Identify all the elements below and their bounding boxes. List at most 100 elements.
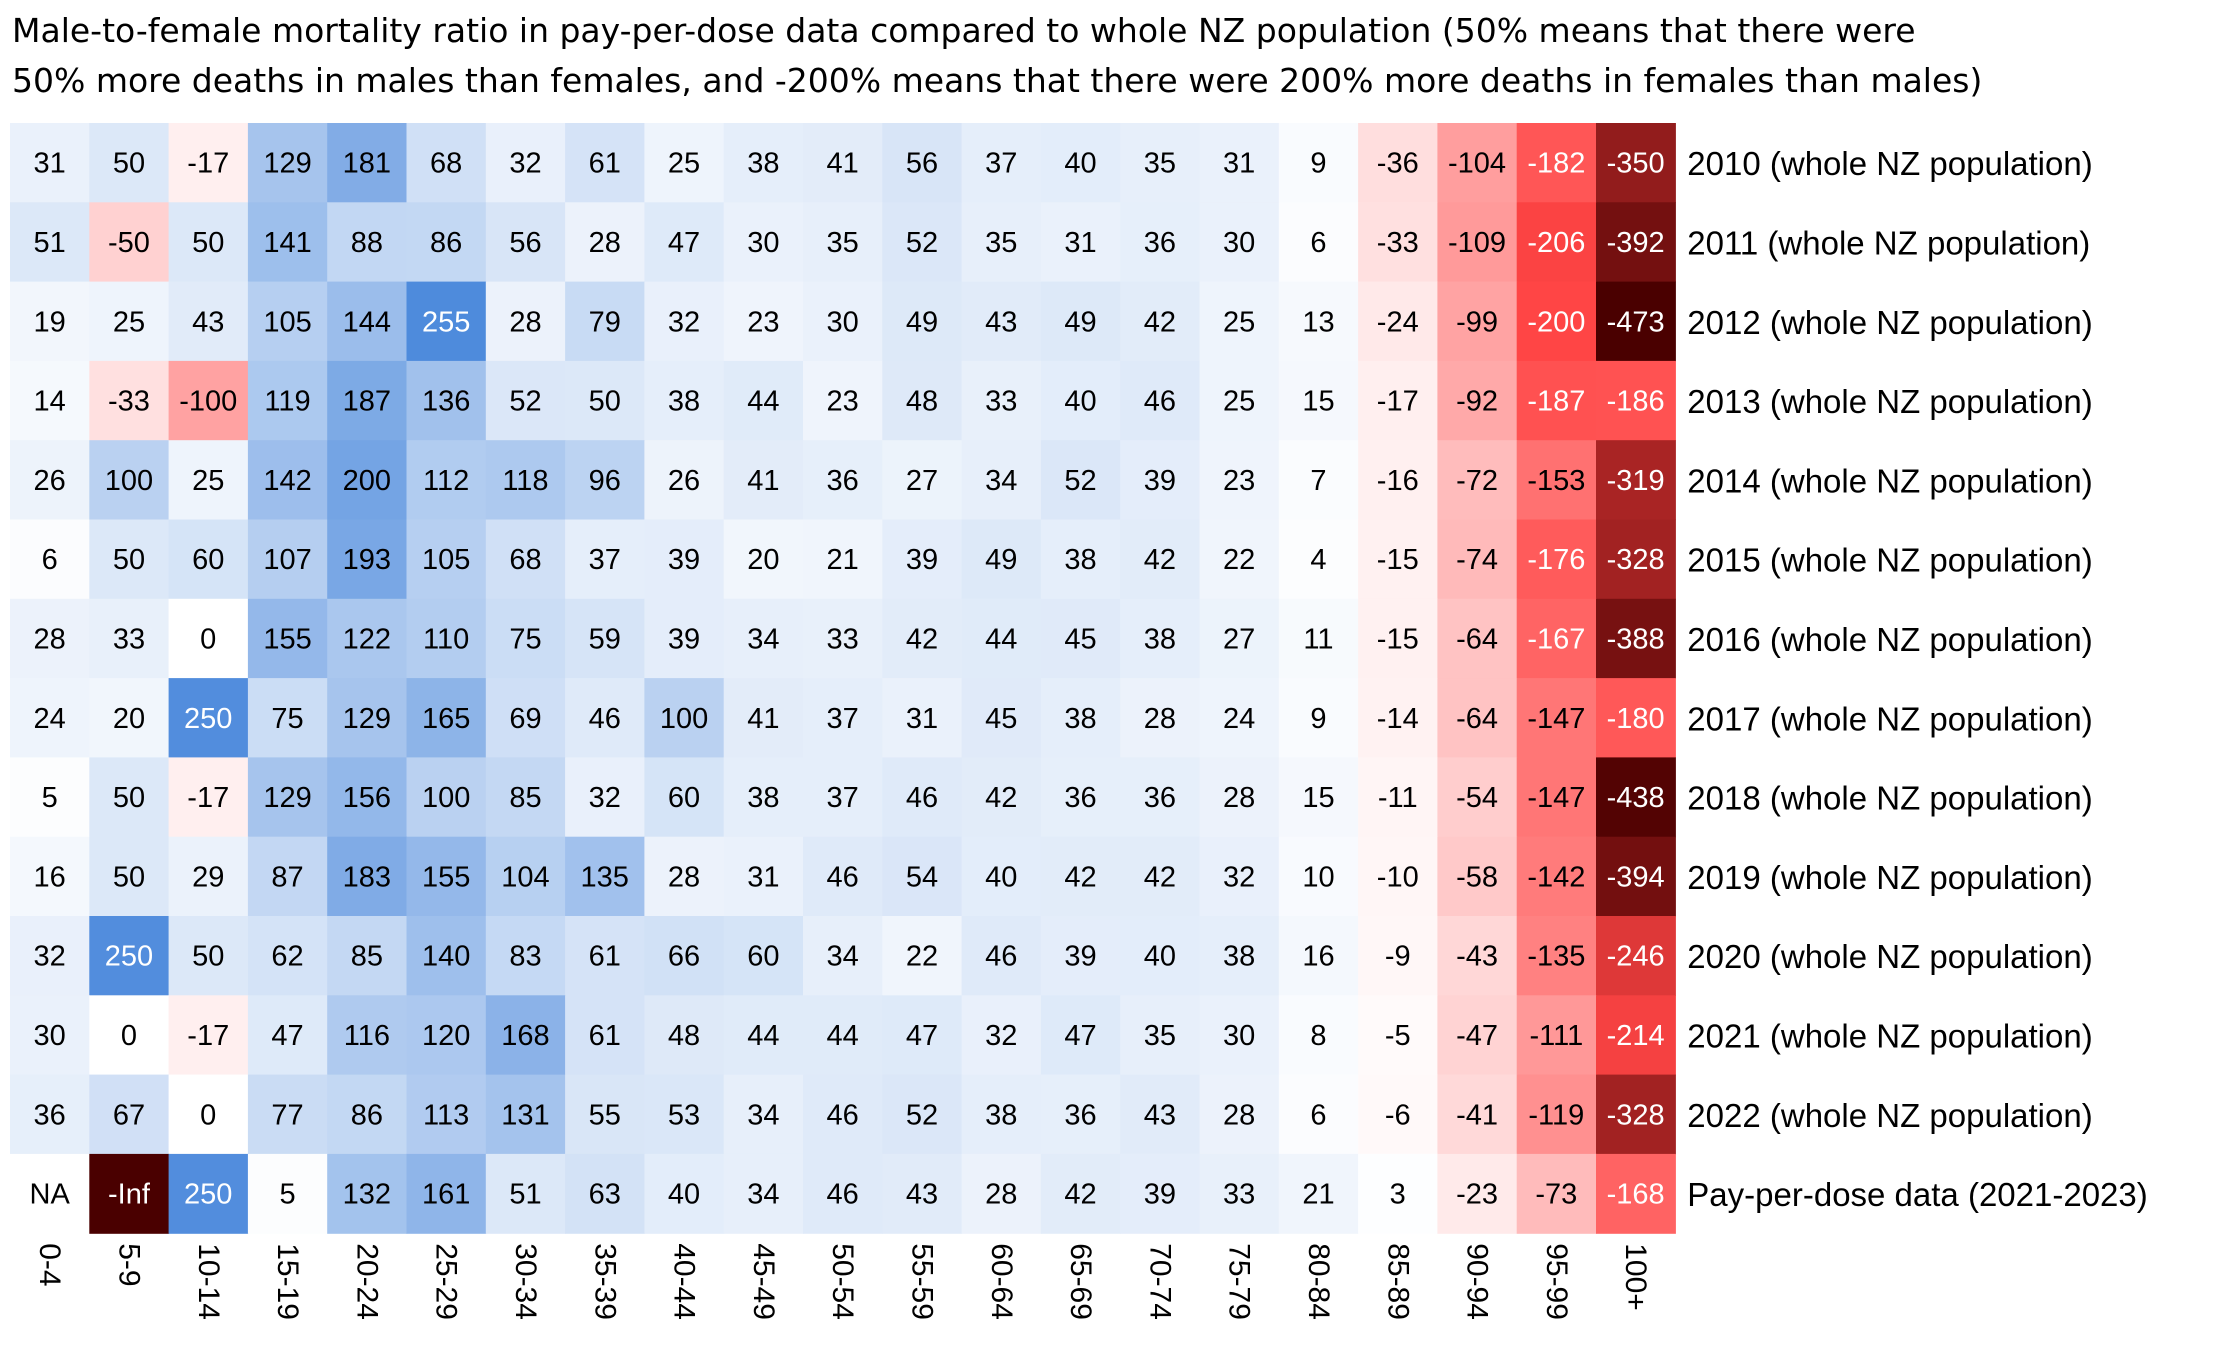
cell-value-label: -328	[1607, 1099, 1665, 1131]
heatmap-cell	[882, 916, 963, 996]
cell-value-label: 33	[113, 623, 145, 655]
cell-value-label: 25	[113, 306, 145, 338]
row-label: 2012 (whole NZ population)	[1687, 304, 2092, 341]
heatmap-cell	[882, 440, 963, 521]
cell-value-label: -74	[1456, 544, 1498, 576]
cell-value-label: 155	[263, 623, 311, 655]
cell-value-label: 200	[343, 465, 391, 497]
cell-value-label: 30	[1223, 1020, 1255, 1052]
cell-value-label: 47	[271, 1020, 303, 1052]
heatmap-cell	[882, 281, 963, 362]
cell-value-label: 44	[827, 1020, 859, 1052]
cell-value-label: -214	[1607, 1020, 1665, 1052]
cell-value-label: 77	[271, 1099, 303, 1131]
heatmap-cell	[168, 360, 249, 441]
heatmap-cell	[1120, 123, 1201, 203]
heatmap-cell	[961, 202, 1042, 283]
cell-value-label: -6	[1385, 1099, 1411, 1131]
cell-value-label: 56	[906, 148, 938, 180]
cell-value-label: -72	[1456, 465, 1498, 497]
cell-value-label: 105	[263, 306, 311, 338]
cell-value-label: 34	[747, 1179, 779, 1211]
cell-value-label: 28	[1144, 703, 1176, 735]
cell-value-label: 0	[121, 1020, 137, 1052]
cell-value-label: 46	[827, 1179, 859, 1211]
heatmap-cell	[1358, 281, 1438, 362]
heatmap-cell	[1437, 519, 1518, 600]
heatmap-cell	[644, 202, 725, 283]
heatmap-cell	[961, 836, 1042, 917]
heatmap-cell	[1040, 916, 1121, 996]
heatmap-cell	[1358, 360, 1438, 441]
cell-value-label: 36	[827, 465, 859, 497]
cell-value-label: 6	[1310, 227, 1326, 259]
heatmap-cell	[565, 202, 645, 283]
heatmap-cell	[89, 123, 170, 203]
cell-value-label: 59	[589, 623, 621, 655]
heatmap-cell	[1120, 440, 1201, 521]
cell-value-label: 42	[1144, 861, 1176, 893]
cell-value-label: 187	[343, 386, 391, 418]
column-label: 55-59	[905, 1243, 938, 1320]
heatmap-cell	[406, 123, 487, 203]
heatmap-cell	[1199, 440, 1280, 521]
cell-value-label: -5	[1385, 1020, 1411, 1052]
heatmap-cell	[485, 757, 566, 838]
heatmap-cell	[882, 1153, 963, 1234]
cell-value-label: -43	[1456, 941, 1498, 973]
heatmap-cell	[1596, 519, 1676, 600]
cell-value-label: -99	[1456, 306, 1498, 338]
heatmap-cell	[327, 202, 408, 283]
row-label: 2013 (whole NZ population)	[1687, 383, 2092, 420]
cell-value-label: 21	[827, 544, 859, 576]
heatmap-cell	[882, 836, 963, 917]
cell-value-label: 142	[263, 465, 311, 497]
cell-value-label: -47	[1456, 1020, 1498, 1052]
cell-value-label: 5	[279, 1179, 295, 1211]
cell-value-label: 23	[1223, 465, 1255, 497]
heatmap-cell	[565, 995, 645, 1076]
heatmap-cell	[327, 757, 408, 838]
cell-value-label: 50	[113, 861, 145, 893]
heatmap-cell	[1437, 757, 1518, 838]
cell-value-label: 46	[1144, 386, 1176, 418]
heatmap-cell	[10, 836, 90, 917]
cell-value-label: 53	[668, 1099, 700, 1131]
heatmap-cell	[1199, 678, 1280, 758]
heatmap-cell	[644, 995, 725, 1076]
cell-value-label: 250	[105, 941, 153, 973]
column-label: 50-54	[826, 1243, 859, 1320]
heatmap-cell	[1278, 1153, 1359, 1234]
heatmap-cell	[803, 678, 883, 758]
heatmap-cell	[644, 1074, 725, 1155]
heatmap-cell	[1040, 281, 1121, 362]
cell-value-label: 24	[34, 703, 66, 735]
cell-value-label: 16	[1302, 941, 1334, 973]
heatmap-cell	[1199, 995, 1280, 1076]
cell-value-label: 0	[200, 623, 216, 655]
cell-value-label: 0	[200, 1099, 216, 1131]
cell-value-label: 36	[1144, 227, 1176, 259]
cell-value-label: -176	[1527, 544, 1585, 576]
heatmap-cell	[644, 678, 725, 758]
column-label: 75-79	[1223, 1243, 1256, 1320]
heatmap-cell	[882, 598, 963, 679]
cell-value-label: 32	[589, 782, 621, 814]
heatmap-cell	[723, 598, 804, 679]
heatmap-cell	[1358, 598, 1438, 679]
heatmap-cell	[1596, 836, 1676, 917]
cell-value-label: 39	[906, 544, 938, 576]
cell-value-label: 15	[1302, 386, 1334, 418]
heatmap-cell	[565, 519, 645, 600]
cell-value-label: 16	[34, 861, 66, 893]
cell-value-label: 38	[1064, 544, 1096, 576]
heatmap-cell	[247, 836, 328, 917]
heatmap-cell	[327, 1074, 408, 1155]
heatmap-cell	[882, 202, 963, 283]
heatmap-cell	[644, 281, 725, 362]
heatmap-cell	[803, 519, 883, 600]
cell-value-label: 41	[747, 703, 779, 735]
column-label: 90-94	[1461, 1243, 1494, 1320]
heatmap-cell	[89, 916, 170, 996]
heatmap-cell	[485, 1074, 566, 1155]
